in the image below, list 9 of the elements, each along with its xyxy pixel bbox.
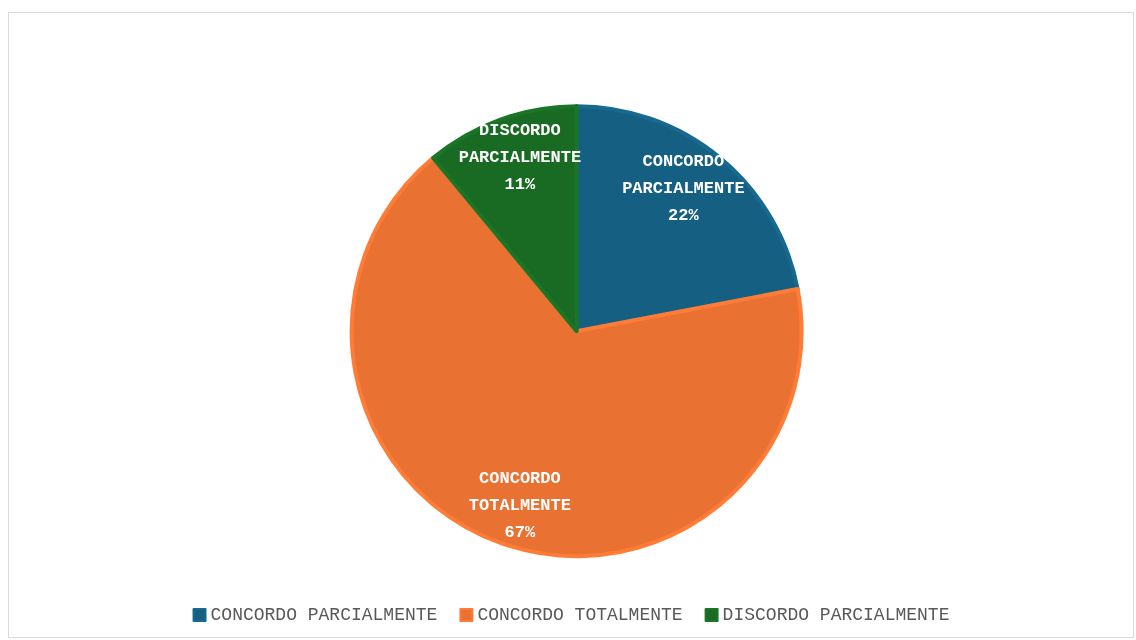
slice-label: CONCORDO TOTALMENTE [468,468,571,515]
slice-label: CONCORDO PARCIALMENTE [622,152,745,199]
legend-label: CONCORDO PARCIALMENTE [210,605,438,625]
legend-label: DISCORDO PARCIALMENTE [722,605,950,625]
data-label: 67% [504,522,536,542]
data-label: 22% [668,206,700,226]
data-label: 11% [504,174,536,194]
legend-label: CONCORDO TOTALMENTE [477,605,683,625]
slice-label: DISCORDO PARCIALMENTE [458,120,582,167]
